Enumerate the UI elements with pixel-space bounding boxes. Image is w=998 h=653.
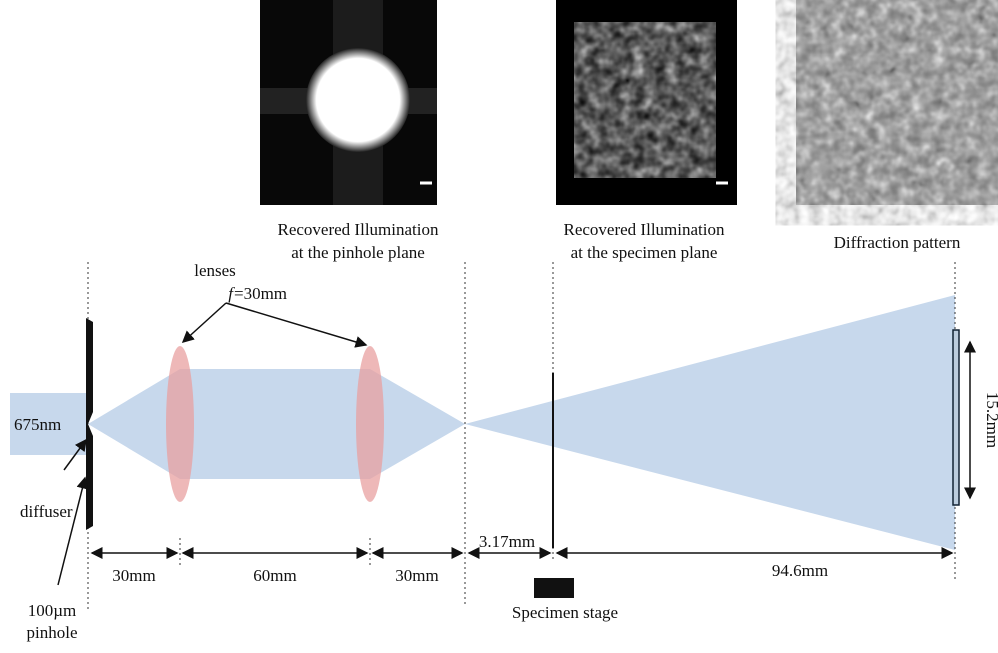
- detector: [953, 330, 959, 505]
- pinhole-label: 100µm: [28, 601, 77, 620]
- caption: at the specimen plane: [571, 243, 718, 262]
- pinhole-image: [260, 0, 437, 205]
- focal-value: =30mm: [234, 284, 287, 303]
- pinhole-label: pinhole: [27, 623, 78, 642]
- diffuser-label: diffuser: [20, 502, 73, 521]
- diffraction-image: [796, 0, 998, 205]
- distance-label: 60mm: [253, 566, 296, 585]
- distance-label: 30mm: [112, 566, 155, 585]
- caption: Recovered Illumination: [278, 220, 439, 239]
- specimen-image: [556, 0, 737, 205]
- lenses-label: lenses: [194, 261, 236, 280]
- diverging-beam: [465, 295, 955, 550]
- caption: Recovered Illumination: [564, 220, 725, 239]
- specimen-stage-block: [534, 578, 574, 598]
- lens: [166, 346, 194, 502]
- caption: at the pinhole plane: [291, 243, 425, 262]
- wavelength-label: 675nm: [14, 415, 61, 434]
- detector-size-label: 15.2mm: [983, 392, 998, 448]
- optical-setup-diagram: Recovered Illumination at the pinhole pl…: [0, 0, 998, 653]
- distance-label: 3.17mm: [479, 532, 535, 551]
- lens: [356, 346, 384, 502]
- caption: Diffraction pattern: [834, 233, 961, 252]
- specimen-stage-label: Specimen stage: [512, 603, 618, 622]
- distance-label: 94.6mm: [772, 561, 828, 580]
- distance-label: 30mm: [395, 566, 438, 585]
- beam-lens-section: [88, 369, 465, 479]
